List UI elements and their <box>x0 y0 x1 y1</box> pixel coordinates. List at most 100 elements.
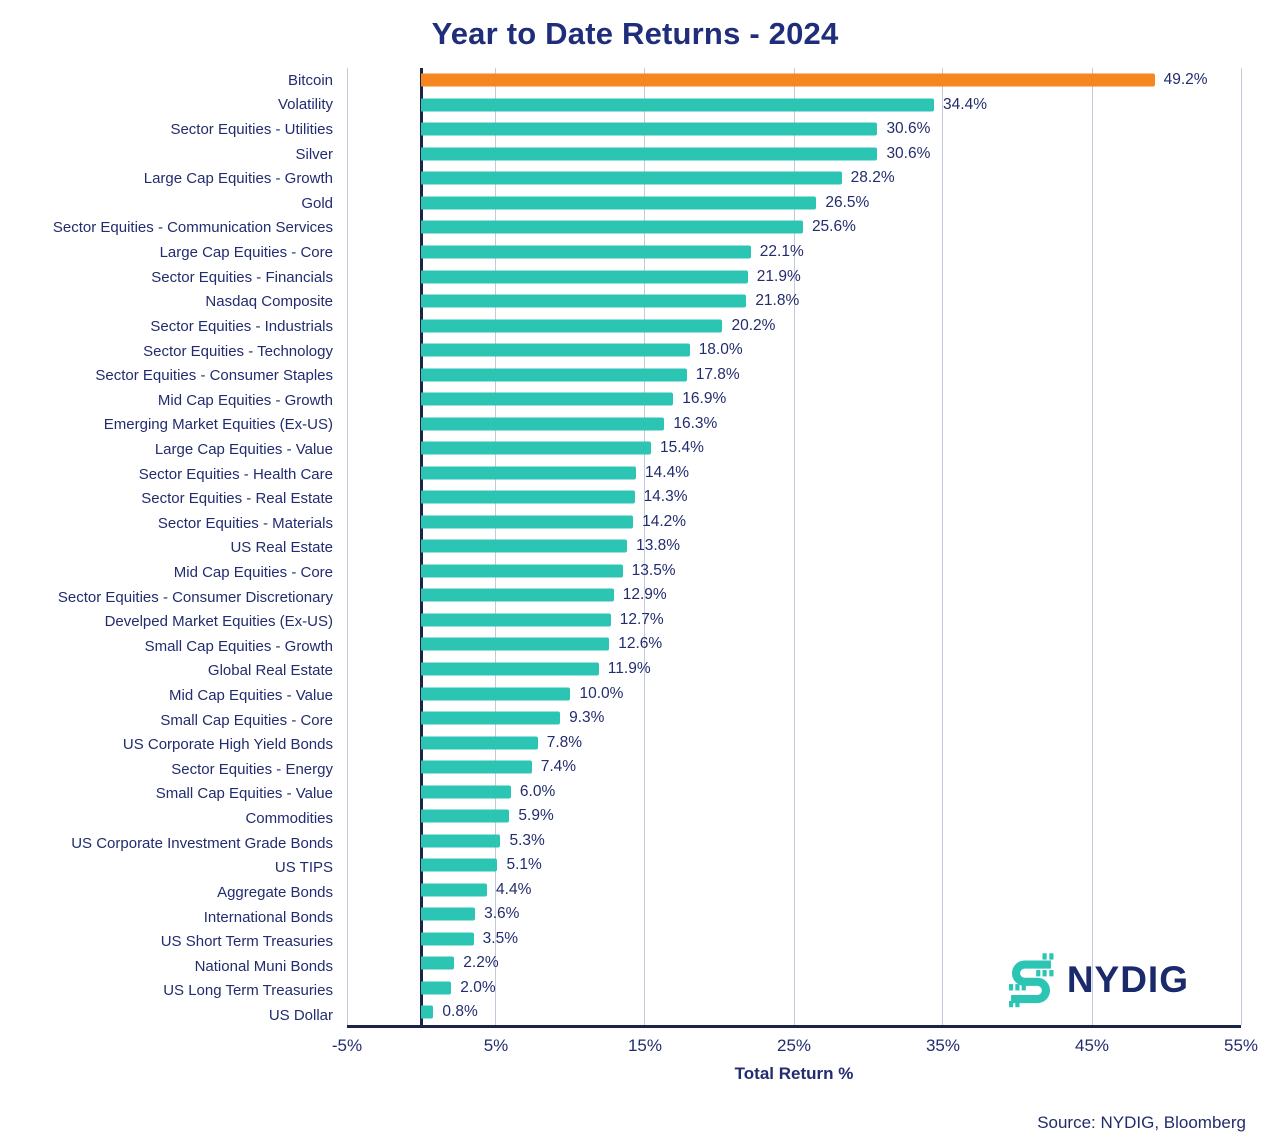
source-note: Source: NYDIG, Bloomberg <box>1037 1113 1246 1132</box>
bar-row: 22.1% <box>347 240 1241 265</box>
category-label: Global Real Estate <box>207 662 333 680</box>
bar <box>421 1005 434 1019</box>
bar-row: 5.1% <box>347 853 1241 878</box>
bar <box>421 834 501 848</box>
category-label: US Short Term Treasuries <box>160 933 333 951</box>
bar-row: 18.0% <box>347 338 1241 363</box>
bar-row: 13.8% <box>347 534 1241 559</box>
category-label: Sector Equities - Technology <box>143 342 333 360</box>
category-label: US Corporate High Yield Bonds <box>122 736 333 754</box>
category-label: Small Cap Equities - Core <box>160 711 333 729</box>
bar-chart: Bitcoin Volatility Sector Equities - Utili… <box>0 68 1270 1028</box>
bar-row: 17.8% <box>347 362 1241 387</box>
bar-value-label: 20.2% <box>731 316 776 334</box>
bar <box>421 466 637 480</box>
bar-value-label: 5.9% <box>518 807 554 825</box>
bar-value-label: 26.5% <box>825 193 870 211</box>
bar <box>421 883 488 897</box>
bar-highlight <box>421 73 1155 87</box>
bar <box>421 98 935 112</box>
bar-value-label: 7.4% <box>540 758 577 776</box>
category-label: Bitcoin <box>287 71 333 89</box>
category-label: US Real Estate <box>230 539 333 557</box>
category-label: Develped Market Equities (Ex-US) <box>104 613 333 631</box>
bar-row: 3.6% <box>347 902 1241 927</box>
bar <box>421 588 614 602</box>
bar <box>421 785 511 799</box>
bar-row: 13.5% <box>347 559 1241 584</box>
bar-row: 34.4% <box>347 93 1241 118</box>
category-label: Sector Equities - Consumer Staples <box>95 367 333 385</box>
bar <box>421 220 803 234</box>
gridline <box>1240 68 1242 1025</box>
bar-value-label: 30.6% <box>886 144 931 162</box>
category-label: Silver <box>295 145 333 163</box>
bar-value-label: 12.6% <box>618 635 663 653</box>
bar-value-label: 16.3% <box>673 414 718 432</box>
bar <box>421 122 878 136</box>
nydig-wordmark: NYDIG <box>1066 959 1189 1000</box>
category-label: Sector Equities - Communication Services <box>52 219 333 237</box>
category-label: Mid Cap Equities - Growth <box>157 391 333 409</box>
bar <box>421 981 452 995</box>
category-label: Sector Equities - Energy <box>171 760 333 778</box>
bar-value-label: 14.2% <box>642 512 687 530</box>
bar-value-label: 25.6% <box>811 218 856 236</box>
category-label: Large Cap Equities - Growth <box>143 170 333 188</box>
x-axis: -5% 5% 15% 25% 35% 45% 55% <box>332 1028 1258 1056</box>
bar-row: 14.4% <box>347 461 1241 486</box>
bar <box>421 343 690 357</box>
bar <box>421 417 665 431</box>
bar-row: 3.5% <box>347 927 1241 952</box>
chart-title: Year to Date Returns - 2024 <box>431 16 839 51</box>
plot-area: 49.2% 34.4% 30.6% 30.6% 28.2% 26.5% 25.6% 22.1%… <box>346 68 1242 1028</box>
bar <box>421 956 455 970</box>
category-label: US TIPS <box>274 859 333 877</box>
bar-row: 12.7% <box>347 608 1241 633</box>
bar-row: 11.9% <box>347 657 1241 682</box>
bar-row: 26.5% <box>347 191 1241 216</box>
bar-row: 10.0% <box>347 681 1241 706</box>
bar <box>421 736 538 750</box>
bar <box>421 368 687 382</box>
x-tick-label: 55% <box>1223 1036 1259 1055</box>
bar <box>421 515 634 529</box>
x-tick-label: 45% <box>1074 1036 1110 1055</box>
bar <box>421 196 817 210</box>
category-label: Small Cap Equities - Value <box>155 785 333 803</box>
bar-row: 5.3% <box>347 828 1241 853</box>
bar-value-label: 34.4% <box>943 95 987 113</box>
category-label: Sector Equities - Materials <box>157 514 333 532</box>
bar-row: 6.0% <box>347 779 1241 804</box>
bar-row: 0.8% <box>347 1000 1241 1025</box>
bar-value-label: 5.1% <box>506 856 542 874</box>
bar-value-label: 5.3% <box>509 831 545 849</box>
bar <box>421 809 510 823</box>
bar-row: 21.8% <box>347 289 1241 314</box>
bar <box>421 392 674 406</box>
category-label: Mid Cap Equities - Value <box>169 687 333 705</box>
bar-row: 28.2% <box>347 166 1241 191</box>
category-label: Large Cap Equities - Core <box>159 244 333 262</box>
bar-row: 30.6% <box>347 117 1241 142</box>
bar <box>421 171 842 185</box>
bar-row: 49.2% <box>347 68 1241 93</box>
bar-value-label: 0.8% <box>442 1003 478 1021</box>
bar-row: 20.2% <box>347 313 1241 338</box>
bar-row: 12.6% <box>347 632 1241 657</box>
bar-value-label: 21.8% <box>755 292 800 310</box>
bar-row: 12.9% <box>347 583 1241 608</box>
category-label: Emerging Market Equities (Ex-US) <box>103 416 333 434</box>
bar-row: 16.9% <box>347 387 1241 412</box>
category-label: Sector Equities - Consumer Discretionary <box>57 588 333 606</box>
bar <box>421 760 532 774</box>
bar <box>421 441 651 455</box>
x-tick-label: 25% <box>776 1036 812 1055</box>
bar <box>421 564 623 578</box>
bar <box>421 270 748 284</box>
bar-value-label: 11.9% <box>607 660 651 678</box>
bar <box>421 932 474 946</box>
bar-row: 2.0% <box>347 976 1241 1001</box>
bar-value-label: 3.6% <box>484 905 520 923</box>
bar-value-label: 49.2% <box>1163 71 1208 89</box>
